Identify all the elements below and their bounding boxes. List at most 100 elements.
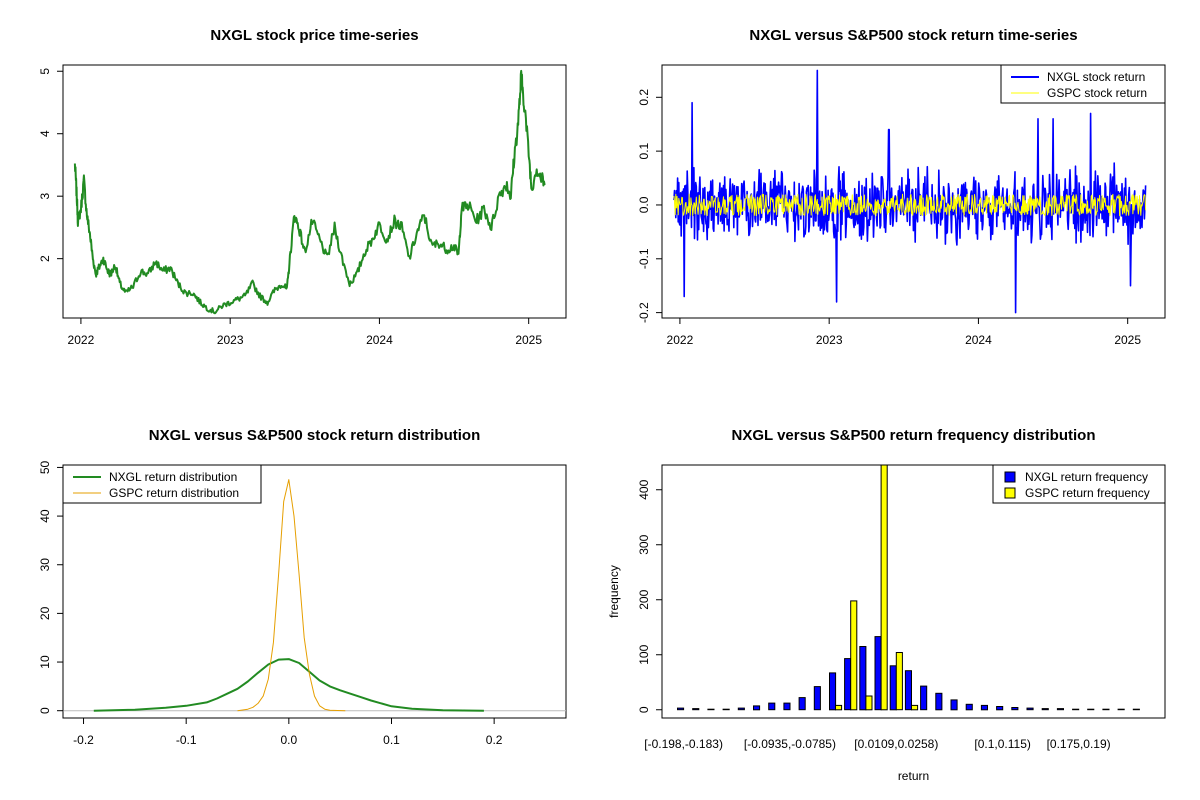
x-axis: 2022 2023 2024 2025 [68,317,542,347]
histogram-chart-panel: NXGL versus S&P500 return frequency dist… [607,427,1166,783]
x-tick-label: 2025 [515,333,542,347]
y-axis: 0 100 200 300 400 [637,479,663,713]
legend: NXGL stock return GSPC stock return [1000,64,1166,104]
legend-box [992,464,1166,504]
density-chart-panel: NXGL versus S&P500 stock return distribu… [38,427,567,747]
bar-nxgl [1041,708,1049,711]
series-line-gspc-density [237,479,346,712]
y-tick-label: 2 [38,255,52,262]
bar-nxgl [844,658,852,711]
y-tick-label: 40 [38,509,52,523]
y-tick-label: -0.1 [637,248,651,269]
y-axis: 2 3 4 5 [38,68,64,262]
chart-title: NXGL versus S&P500 stock return time-ser… [749,27,1077,44]
bar-nxgl [1056,708,1065,711]
x-tick-label: 2022 [68,333,95,347]
y-tick-label: 0 [637,706,651,713]
x-tick-label: 2023 [816,333,843,347]
x-tick-label: -0.1 [176,733,197,747]
y-tick-label: 3 [38,193,52,200]
bar-nxgl [783,702,791,711]
y-tick-label: 100 [637,644,651,664]
bar-nxgl [980,704,989,711]
y-tick-label: 300 [637,534,651,554]
bar-nxgl [1026,707,1034,711]
x-tick-label: 2023 [217,333,244,347]
series-line-nxgl-density [93,658,484,712]
series-line-nxgl-return [673,69,1147,314]
bar-nxgl [1072,708,1080,711]
x-tick-label: -0.2 [73,733,94,747]
bar-nxgl [965,703,973,711]
bar-nxgl [798,697,806,711]
bar-nxgl [677,707,685,711]
price-chart-panel: NXGL stock price time-series 2 3 4 5 2022 2023… [38,27,567,347]
bar-nxgl [996,706,1004,711]
x-category-label: [0.175,0.19) [1047,737,1111,751]
x-tick-label: 2024 [965,333,992,347]
bar-nxgl [1102,708,1110,711]
x-tick-label: 2022 [667,333,694,347]
return-chart-panel: NXGL versus S&P500 stock return time-ser… [637,27,1166,347]
x-tick-label: 0.1 [383,733,400,747]
bar-gspc [895,652,903,711]
bar-nxgl [859,646,867,711]
legend-entry: NXGL return distribution [109,470,237,484]
legend-entry: NXGL stock return [1047,70,1145,84]
y-tick-label: 20 [38,606,52,620]
chart-title: NXGL versus S&P500 return frequency dist… [732,427,1096,444]
legend-box [1000,64,1166,104]
chart-title: NXGL versus S&P500 stock return distribu… [149,427,480,444]
x-tick-label: 2024 [366,333,393,347]
bar-nxgl [1132,708,1140,711]
legend-entry: GSPC stock return [1047,86,1147,100]
legend-swatch [1004,471,1016,483]
bar-gspc [911,704,919,711]
legend: NXGL return frequency GSPC return frequen… [992,464,1166,504]
y-tick-label: 5 [38,68,52,75]
bar-gspc [865,695,873,711]
x-category-label: [-0.198,-0.183) [644,737,723,751]
bar-nxgl [935,692,943,711]
bar-nxgl [920,685,928,711]
y-axis: -0.2 -0.1 0.0 0.1 0.2 [637,89,663,323]
x-tick-label: 0.0 [280,733,297,747]
y-tick-label: 4 [38,130,52,137]
bar-nxgl [874,636,882,711]
bar-nxgl [707,708,715,711]
y-tick-label: 50 [38,460,52,474]
y-tick-label: 0.1 [637,142,651,159]
bar-gspc [835,704,843,711]
y-tick-label: 10 [38,655,52,669]
bar-nxgl [692,708,700,711]
y-tick-label: 0 [38,707,52,714]
x-category-label: [-0.0935,-0.0785) [744,737,836,751]
y-tick-label: 30 [38,558,52,572]
bar-nxgl [950,699,958,711]
y-tick-label: 0.2 [637,89,651,106]
x-category-label: [0.0109,0.0258) [854,737,938,751]
x-tick-label: 0.2 [486,733,503,747]
bar-nxgl [737,707,745,711]
series-line-nxgl-price [73,69,546,315]
y-axis: 0 10 20 30 40 50 [38,460,64,714]
bar-nxgl [768,702,776,711]
x-tick-label: 2025 [1114,333,1141,347]
bar-nxgl [1087,708,1095,711]
y-tick-label: 400 [637,479,651,499]
chart-title: NXGL stock price time-series [210,27,418,44]
y-axis-label: frequency [607,565,621,618]
x-axis: 2022 2023 2024 2025 [667,317,1141,347]
bar-gspc [880,464,888,711]
legend-swatch [1004,487,1016,499]
bar-nxgl [813,686,821,711]
legend-entry: GSPC return frequency [1025,486,1150,500]
y-tick-label: 0.0 [637,196,651,213]
legend: NXGL return distribution GSPC return dist… [62,464,262,504]
bar-nxgl [904,670,913,711]
bar-nxgl [1117,708,1125,711]
x-category-label: [0.1,0.115) [974,737,1030,751]
y-tick-label: -0.2 [637,302,651,323]
legend-entry: GSPC return distribution [109,486,239,500]
